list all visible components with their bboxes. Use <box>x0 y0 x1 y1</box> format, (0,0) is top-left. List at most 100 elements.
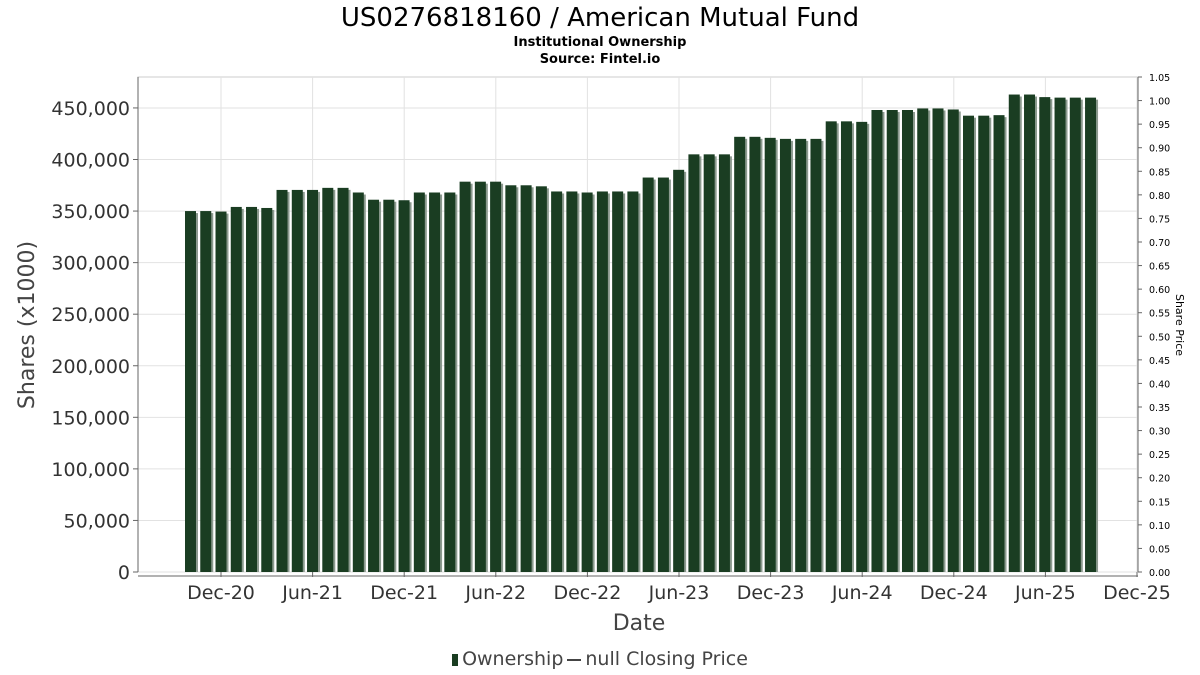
ownership-bar <box>1054 97 1066 572</box>
ownership-bar <box>337 187 349 572</box>
ownership-bar <box>734 136 746 572</box>
x-tick-label: Dec-24 <box>920 582 988 604</box>
x-tick-label: Dec-23 <box>737 582 805 604</box>
y2-tick-label: 0.70 <box>1149 238 1170 249</box>
ownership-bar <box>886 110 898 572</box>
x-tick-label: Jun-23 <box>648 582 710 604</box>
ownership-bar <box>978 115 990 572</box>
ownership-bar <box>688 154 700 572</box>
y-tick-label: 150,000 <box>51 407 130 429</box>
ownership-bar <box>276 189 288 572</box>
ownership-bar <box>474 181 486 572</box>
ownership-bar <box>444 192 456 572</box>
ownership-bar <box>246 206 258 572</box>
y2-tick-label: 1.00 <box>1149 97 1170 108</box>
y2-tick-label: 0.65 <box>1149 262 1170 273</box>
y2-tick-label: 0.20 <box>1149 474 1170 485</box>
chart-source: Source: Fintel.io <box>539 52 661 67</box>
ownership-bar <box>947 109 959 572</box>
ownership-bar <box>368 199 380 572</box>
ownership-bar <box>520 185 532 572</box>
ownership-bar <box>1039 97 1051 572</box>
ownership-bar <box>703 154 715 572</box>
ownership-swatch-icon <box>452 653 459 666</box>
ownership-bar <box>764 137 776 572</box>
y-tick-label: 400,000 <box>51 150 130 172</box>
ownership-bar <box>566 191 578 572</box>
x-tick-label: Dec-21 <box>370 582 438 604</box>
y2-tick-label: 0.75 <box>1149 214 1170 225</box>
ownership-bar <box>917 108 929 572</box>
ownership-bar <box>398 200 410 572</box>
x-tick-label: Dec-25 <box>1103 582 1171 604</box>
ownership-bar <box>657 177 669 572</box>
ownership-bar <box>825 121 837 572</box>
x-tick-label: Jun-21 <box>281 582 343 604</box>
ownership-bar <box>596 191 608 572</box>
legend-ownership-label: Ownership <box>462 648 564 670</box>
y-tick-label: 450,000 <box>51 98 130 120</box>
chart-title: US0276818160 / American Mutual Fund <box>340 3 860 33</box>
y-tick-label: 350,000 <box>51 201 130 223</box>
y-tick-label: 50,000 <box>64 510 130 532</box>
x-axis-label: Date <box>613 611 666 636</box>
y2-tick-label: 0.45 <box>1149 356 1170 367</box>
chart-subtitle: Institutional Ownership <box>513 35 687 50</box>
ownership-bar <box>230 206 242 572</box>
ownership-bar <box>963 115 975 572</box>
ownership-bar <box>749 136 761 572</box>
ownership-bar <box>932 108 944 572</box>
y-tick-label: 100,000 <box>51 459 130 481</box>
y-tick-label: 200,000 <box>51 356 130 378</box>
ownership-bar <box>840 121 852 572</box>
y2-tick-label: 0.30 <box>1149 427 1170 438</box>
ownership-bar <box>581 192 593 572</box>
ownership-bar <box>459 181 471 572</box>
ownership-bar <box>779 138 791 572</box>
y-tick-label: 250,000 <box>51 304 130 326</box>
ownership-bar <box>215 211 227 572</box>
y2-tick-label: 0.55 <box>1149 309 1170 320</box>
ownership-bar <box>490 181 502 572</box>
ownership-bar <box>993 115 1005 572</box>
ownership-bar <box>901 110 913 572</box>
y2-tick-label: 0.90 <box>1149 144 1170 155</box>
y2-tick-label: 0.95 <box>1149 120 1170 131</box>
y2-tick-label: 0.05 <box>1149 544 1170 555</box>
ownership-bar <box>261 207 273 572</box>
y2-tick-label: 0.60 <box>1149 285 1170 296</box>
y2-tick-label: 0.10 <box>1149 521 1170 532</box>
ownership-bar <box>200 211 212 572</box>
legend: Ownership null Closing Price <box>0 646 1200 672</box>
y-tick-label: 0 <box>118 562 130 584</box>
ownership-bar <box>795 138 807 572</box>
y-tick-label: 300,000 <box>51 253 130 275</box>
y2-tick-label: 0.40 <box>1149 379 1170 390</box>
ownership-bar <box>856 121 868 572</box>
ownership-bar <box>383 199 395 572</box>
ownership-bar <box>612 191 624 572</box>
y2-tick-label: 0.00 <box>1149 568 1170 579</box>
x-tick-label: Jun-25 <box>1014 582 1076 604</box>
y2-axis-label: Share Price <box>1173 294 1186 356</box>
y-axis-label: Shares (x1000) <box>15 241 40 409</box>
ownership-bar <box>535 186 547 572</box>
ownership-bar <box>1008 94 1020 572</box>
y2-tick-label: 0.50 <box>1149 332 1170 343</box>
ownership-bar <box>673 169 685 572</box>
ownership-bar <box>1024 94 1036 572</box>
y2-tick-label: 0.80 <box>1149 191 1170 202</box>
ownership-bar <box>352 192 364 572</box>
ownership-bar <box>185 211 196 572</box>
ownership-bar <box>1069 97 1081 572</box>
y2-tick-label: 0.85 <box>1149 167 1170 178</box>
x-tick-label: Dec-20 <box>187 582 255 604</box>
ownership-bar <box>307 189 319 572</box>
y2-tick-label: 0.15 <box>1149 497 1170 508</box>
price-line-swatch-icon <box>567 658 582 661</box>
y2-tick-label: 1.05 <box>1149 73 1170 84</box>
axes: 0 50,000 100,000 150,000 200,000 250,000 300,0… <box>51 73 1170 604</box>
y2-tick-label: 0.25 <box>1149 450 1170 461</box>
ownership-bar <box>429 192 441 572</box>
